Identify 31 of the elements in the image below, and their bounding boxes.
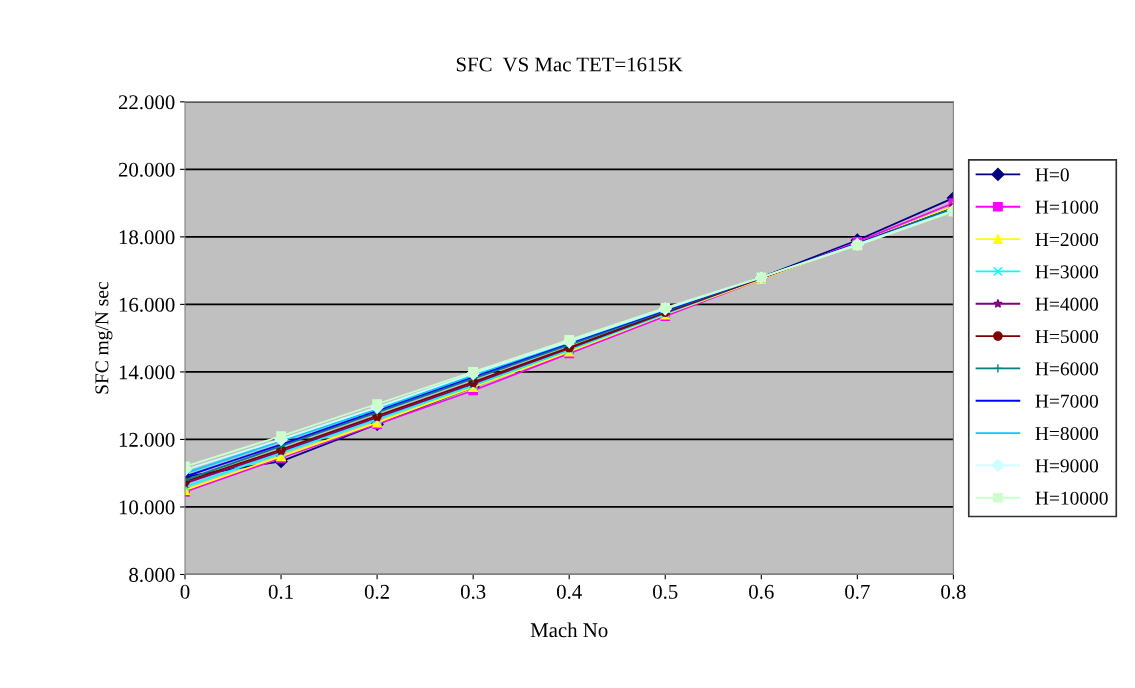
legend-label: H=7000 bbox=[1035, 394, 1099, 408]
legend-label: H=3000 bbox=[1035, 265, 1099, 279]
x-axis-title: Mach No bbox=[530, 622, 608, 638]
x-tick-label: 0.5 bbox=[653, 584, 678, 599]
x-tick-label: 0.4 bbox=[556, 584, 582, 599]
legend-label: H=4000 bbox=[1035, 297, 1099, 311]
legend-label: H=10000 bbox=[1035, 491, 1108, 505]
legend-label: H=9000 bbox=[1035, 459, 1099, 473]
y-axis-title: SFC mg/N sec bbox=[95, 282, 113, 394]
chart-title: SFC VS Mac TET=1615K bbox=[456, 57, 683, 72]
y-tick-label: 12.000 bbox=[119, 432, 175, 447]
y-tick-label: 16.000 bbox=[119, 297, 175, 312]
y-tick-label: 18.000 bbox=[119, 230, 175, 245]
y-tick-label: 8.000 bbox=[129, 567, 175, 582]
x-tick-label: 0.8 bbox=[941, 584, 966, 599]
x-tick-label: 0.7 bbox=[845, 584, 870, 599]
y-tick-label: 14.000 bbox=[119, 365, 175, 380]
y-tick-label: 10.000 bbox=[119, 500, 175, 515]
x-tick-label: 0.6 bbox=[749, 584, 774, 599]
y-tick-label: 22.000 bbox=[118, 95, 175, 110]
legend-label: H=1000 bbox=[1035, 200, 1099, 214]
legend-label: H=0 bbox=[1035, 168, 1069, 182]
legend-label: H=8000 bbox=[1035, 426, 1099, 441]
x-tick-label: 0.1 bbox=[268, 584, 293, 599]
x-tick-label: 0.2 bbox=[364, 584, 389, 599]
legend-label: H=2000 bbox=[1035, 232, 1099, 247]
x-tick-label: 0.3 bbox=[460, 584, 486, 599]
y-tick-label: 20.000 bbox=[118, 162, 175, 177]
legend-label: H=5000 bbox=[1035, 329, 1099, 344]
x-tick-label: 0 bbox=[180, 584, 190, 599]
legend-label: H=6000 bbox=[1035, 362, 1099, 376]
